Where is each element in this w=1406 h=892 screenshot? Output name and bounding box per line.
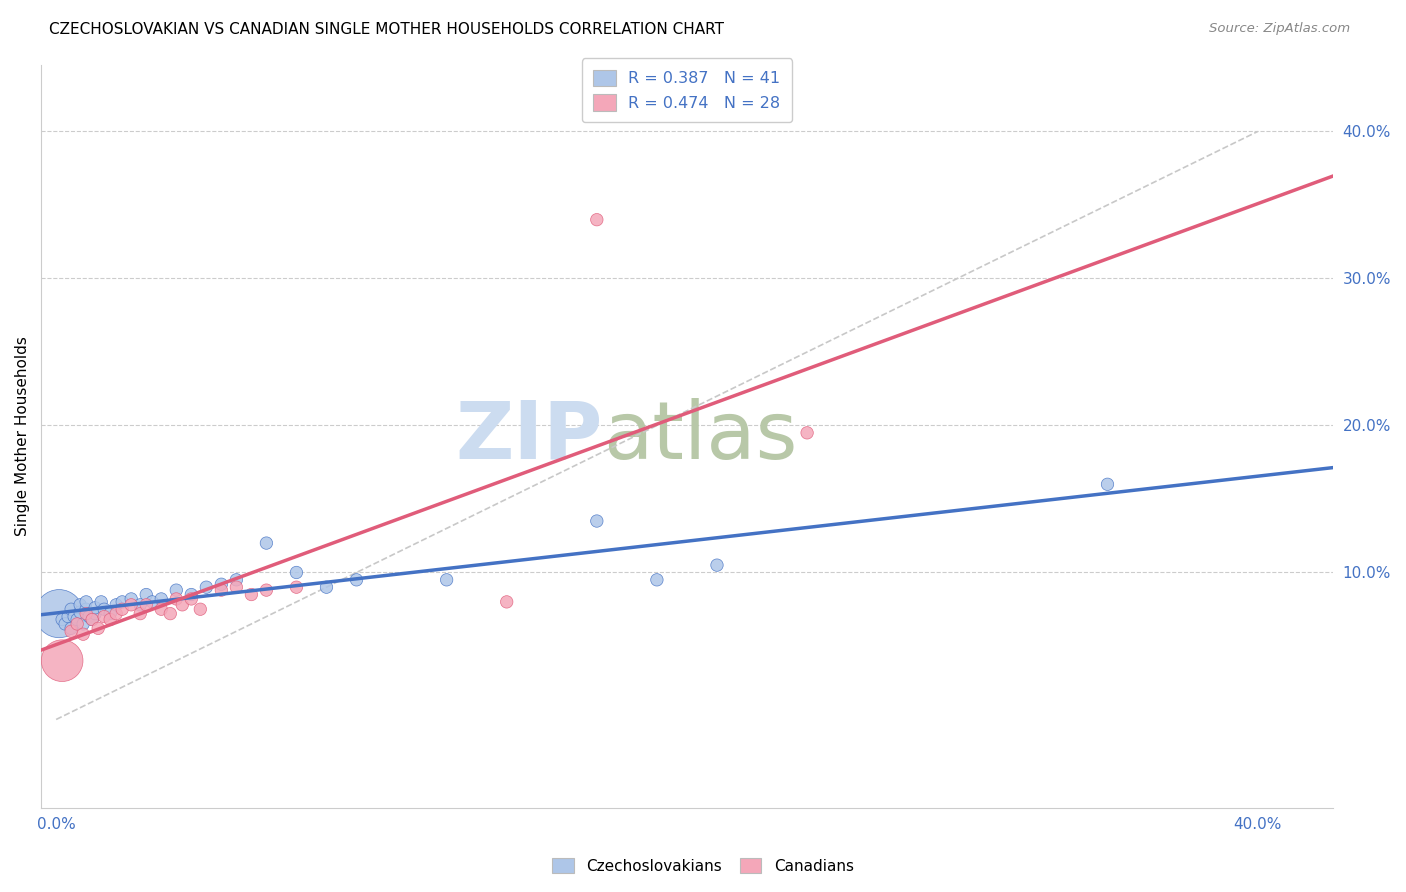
Point: [72, 627, 94, 641]
Point: [141, 595, 163, 609]
Point: [159, 607, 181, 621]
Point: [51, 654, 73, 668]
Point: [63, 609, 86, 624]
Text: atlas: atlas: [603, 398, 797, 475]
Point: [240, 588, 263, 602]
Point: [111, 595, 134, 609]
Point: [645, 573, 668, 587]
Point: [69, 598, 91, 612]
Text: ZIP: ZIP: [456, 398, 603, 475]
Point: [53, 616, 76, 631]
Point: [180, 591, 202, 606]
Y-axis label: Single Mother Households: Single Mother Households: [15, 336, 30, 536]
Point: [585, 212, 607, 227]
Point: [254, 536, 277, 550]
Point: [75, 607, 97, 621]
Point: [84, 607, 107, 621]
Point: [51, 613, 73, 627]
Point: [56, 609, 79, 624]
Legend: Czechoslovakians, Canadians: Czechoslovakians, Canadians: [547, 852, 859, 880]
Point: [706, 558, 728, 573]
Point: [105, 598, 128, 612]
Point: [135, 598, 157, 612]
Point: [60, 621, 83, 635]
Point: [84, 600, 107, 615]
Point: [172, 598, 194, 612]
Point: [195, 580, 218, 594]
Point: [135, 588, 157, 602]
Point: [98, 613, 121, 627]
Text: CZECHOSLOVAKIAN VS CANADIAN SINGLE MOTHER HOUSEHOLDS CORRELATION CHART: CZECHOSLOVAKIAN VS CANADIAN SINGLE MOTHE…: [49, 22, 724, 37]
Point: [796, 425, 818, 440]
Point: [285, 580, 308, 594]
Point: [111, 602, 134, 616]
Point: [98, 607, 121, 621]
Point: [254, 583, 277, 598]
Point: [225, 573, 247, 587]
Point: [1097, 477, 1119, 491]
Point: [93, 609, 115, 624]
Point: [346, 573, 368, 587]
Point: [180, 588, 202, 602]
Text: Source: ZipAtlas.com: Source: ZipAtlas.com: [1209, 22, 1350, 36]
Point: [87, 621, 110, 635]
Point: [69, 605, 91, 619]
Point: [165, 591, 187, 606]
Point: [75, 595, 97, 609]
Point: [209, 577, 232, 591]
Point: [120, 598, 142, 612]
Point: [129, 607, 152, 621]
Point: [285, 566, 308, 580]
Point: [66, 616, 89, 631]
Point: [93, 602, 115, 616]
Point: [150, 602, 173, 616]
Point: [120, 591, 142, 606]
Point: [129, 598, 152, 612]
Point: [60, 602, 83, 616]
Point: [150, 591, 173, 606]
Point: [165, 583, 187, 598]
Point: [82, 613, 104, 627]
Point: [82, 613, 104, 627]
Point: [209, 583, 232, 598]
Point: [225, 580, 247, 594]
Point: [77, 609, 100, 624]
Point: [90, 595, 112, 609]
Point: [495, 595, 517, 609]
Point: [66, 613, 89, 627]
Point: [188, 602, 211, 616]
Point: [315, 580, 337, 594]
Point: [75, 602, 97, 616]
Point: [436, 573, 458, 587]
Point: [585, 514, 607, 528]
Point: [60, 624, 83, 639]
Point: [48, 607, 70, 621]
Legend: R = 0.387   N = 41, R = 0.474   N = 28: R = 0.387 N = 41, R = 0.474 N = 28: [582, 59, 792, 122]
Point: [72, 616, 94, 631]
Point: [105, 607, 128, 621]
